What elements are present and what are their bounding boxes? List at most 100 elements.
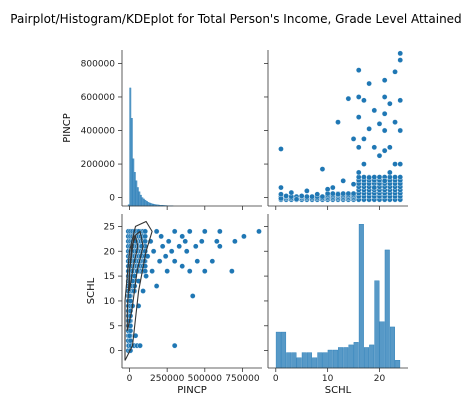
- x-tick-label: 20: [374, 374, 386, 384]
- histogram-bar: [129, 87, 132, 207]
- scatter-point: [376, 152, 383, 159]
- scatter-point: [140, 288, 146, 294]
- x-axis-label-schl: SCHL: [325, 385, 352, 396]
- histogram-bar: [374, 280, 380, 369]
- scatter-point: [153, 283, 160, 289]
- histogram-bar: [136, 187, 139, 207]
- scatter-point: [241, 233, 247, 240]
- scatter-point: [150, 248, 157, 255]
- scatter-point: [209, 258, 216, 264]
- scatter-point: [164, 268, 170, 274]
- scatter-point: [335, 119, 341, 125]
- scatter-point: [355, 114, 362, 120]
- scatter-point: [201, 268, 208, 274]
- scatter-point: [159, 243, 166, 250]
- scatter-point: [345, 190, 352, 197]
- scatter-point: [387, 174, 393, 180]
- scatter-point: [171, 342, 178, 349]
- scatter-point: [278, 184, 284, 191]
- scatter-point: [381, 110, 388, 117]
- scatter-point: [137, 342, 143, 349]
- scatter-point: [127, 298, 134, 304]
- histogram-bar: [142, 198, 145, 207]
- histogram-bar: [148, 202, 151, 207]
- scatter-point: [361, 161, 367, 167]
- scatter-point: [387, 169, 393, 176]
- scatter-point: [142, 228, 148, 235]
- histogram-bar: [144, 199, 147, 207]
- scatter-point: [397, 127, 404, 134]
- scatter-point: [330, 190, 336, 197]
- scatter-point: [229, 268, 235, 274]
- scatter-point: [376, 174, 383, 180]
- x-tick-label: 500000: [188, 374, 223, 384]
- scatter-point: [319, 166, 326, 172]
- scatter-point: [189, 293, 196, 299]
- scatter-point: [156, 258, 163, 264]
- scatter-point: [217, 243, 223, 250]
- scatter-point: [355, 144, 362, 151]
- histogram-bar: [327, 349, 333, 369]
- histogram-bar: [358, 224, 364, 369]
- scatter-point: [298, 193, 305, 199]
- histogram-bar: [296, 357, 302, 369]
- scatter-point: [194, 258, 201, 264]
- panel-schl-vs-pincp-scatter-kde: 0 5 10 15 20 25 0 250000 500000 750000: [104, 214, 262, 384]
- histogram-bar: [291, 352, 297, 369]
- scatter-point: [126, 332, 133, 339]
- scatter-point: [149, 268, 155, 274]
- histogram-bar: [312, 357, 318, 369]
- scatter-point: [168, 248, 175, 255]
- scatter-point: [355, 169, 362, 176]
- scatter-point: [179, 233, 186, 240]
- histogram-bar: [343, 347, 349, 369]
- histogram-bar: [301, 352, 307, 369]
- panel-pincp-histogram: 0 200000 400000 600000 800000: [81, 50, 262, 210]
- y-tick-label: 5: [109, 322, 115, 332]
- scatter-point: [340, 190, 346, 197]
- scatter-point: [142, 268, 148, 274]
- axis-labels: PINCP SCHL PINCP SCHL: [62, 113, 352, 396]
- scatter-point: [381, 94, 388, 100]
- kde-contour: [126, 230, 144, 331]
- scatter-point: [355, 67, 362, 73]
- x-tick-label: 750000: [225, 374, 260, 384]
- y-axis-label-pincp: PINCP: [62, 113, 73, 142]
- scatter-point: [381, 77, 388, 83]
- scatter-point: [350, 136, 357, 142]
- panel-schl-histogram: 0 10 20: [264, 214, 408, 384]
- histogram-bar: [332, 349, 338, 369]
- histogram-bar: [389, 326, 395, 369]
- scatter-point: [376, 121, 383, 127]
- scatter-point: [183, 248, 190, 255]
- scatter-point: [355, 94, 362, 100]
- scatter-point: [217, 228, 223, 235]
- histogram-bar: [364, 347, 370, 369]
- scatter-point: [381, 178, 388, 184]
- y-tick-label: 400000: [81, 127, 116, 137]
- scatter-point: [371, 174, 378, 180]
- scatter-point: [192, 243, 199, 250]
- histogram-bar: [281, 331, 287, 369]
- scatter-point: [392, 119, 398, 125]
- scatter-point: [158, 233, 164, 240]
- scatter-point: [127, 337, 134, 344]
- scatter-point: [182, 238, 189, 245]
- scatter-point: [387, 144, 393, 151]
- histogram-bar: [139, 194, 142, 207]
- scatter-point: [392, 174, 398, 180]
- scatter-point: [256, 228, 262, 235]
- scatter-point: [324, 186, 331, 193]
- y-tick-label: 0: [109, 347, 115, 357]
- histogram-bar: [322, 352, 328, 369]
- scatter-point: [278, 146, 284, 152]
- scatter-point: [350, 190, 357, 197]
- scatter-point: [371, 107, 378, 114]
- histogram-bar: [379, 321, 385, 369]
- x-tick-label: 0: [127, 374, 133, 384]
- scatter-point: [198, 238, 205, 245]
- scatter-point: [381, 147, 388, 154]
- scatter-point: [288, 189, 295, 196]
- histogram-bar: [141, 197, 144, 207]
